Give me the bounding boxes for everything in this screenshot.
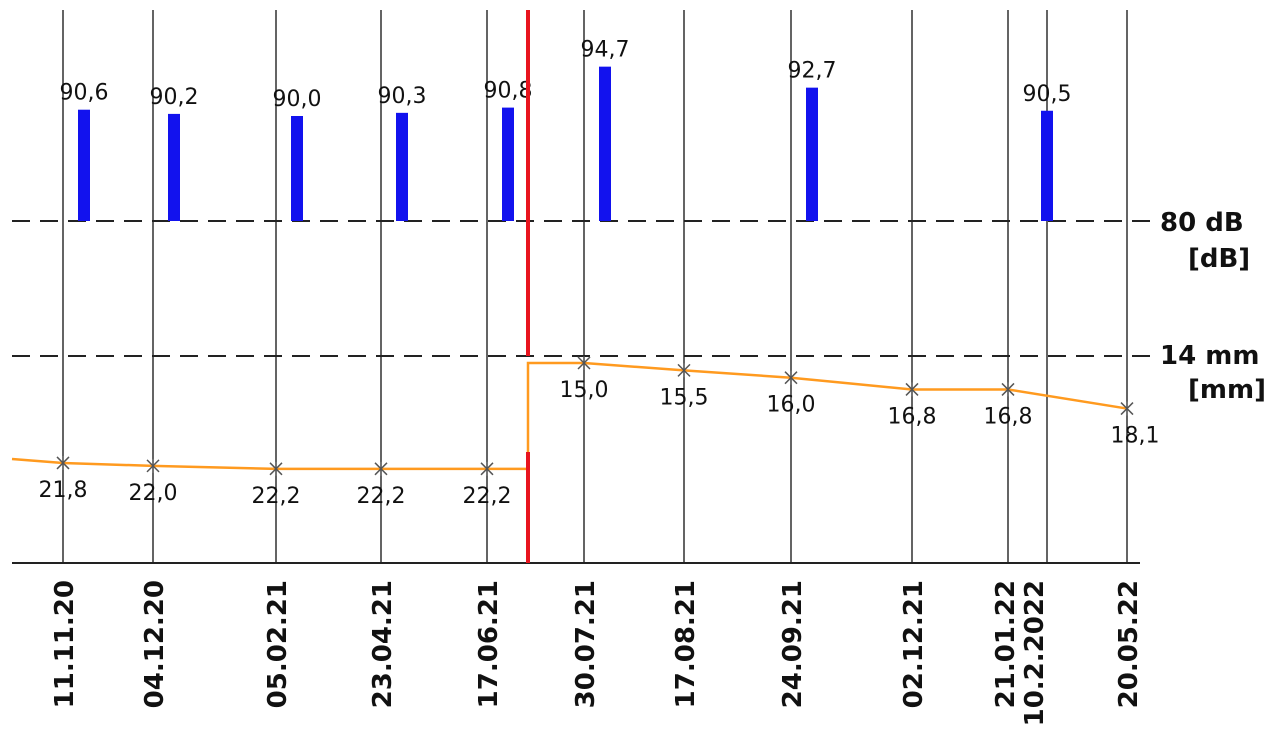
date-label: 17.06.21 — [474, 580, 504, 708]
date-label: 20.05.22 — [1114, 580, 1144, 708]
date-label: 04.12.20 — [140, 580, 170, 708]
data-labels: 90,6 90,2 90,0 90,3 90,8 94,7 92,7 90,5 21,8 22,0… — [39, 38, 1160, 509]
reference-unit-mm: [mm] — [1188, 375, 1266, 405]
bar — [291, 116, 303, 221]
line-value-label: 22,2 — [252, 484, 301, 509]
line-point — [269, 461, 283, 476]
line-point — [677, 363, 691, 378]
line-value-label: 22,2 — [357, 484, 406, 509]
reference-label-mm: 14 mm — [1160, 341, 1259, 371]
line-point — [374, 461, 388, 476]
date-label: 05.02.21 — [263, 580, 293, 708]
grid-layer — [62, 10, 1128, 563]
line-value-label: 22,2 — [463, 484, 512, 509]
line-point — [56, 455, 70, 470]
line-point — [1001, 382, 1015, 397]
line-value-label: 16,0 — [767, 393, 816, 418]
date-label: 23.04.21 — [368, 580, 398, 708]
line-point — [784, 370, 798, 385]
line-point — [146, 458, 160, 473]
line-value-label: 16,8 — [888, 404, 937, 429]
bar — [78, 109, 90, 221]
bar-value-label: 90,5 — [1023, 82, 1072, 107]
line-point — [905, 382, 919, 397]
bar-value-label: 90,0 — [273, 87, 322, 112]
bar — [1041, 110, 1053, 221]
line-path — [11, 361, 1128, 471]
line-point — [577, 356, 591, 370]
line-value-label: 22,0 — [129, 481, 178, 506]
date-label: 11.11.20 — [50, 580, 80, 708]
bar — [502, 107, 514, 221]
line-value-label: 16,8 — [984, 404, 1033, 429]
line-value-label: 18,1 — [1111, 424, 1160, 449]
bar-value-label: 90,3 — [378, 84, 427, 109]
bar-value-label: 90,2 — [150, 85, 199, 110]
bar-value-label: 90,6 — [60, 81, 109, 106]
date-label: 21.01.22 — [991, 580, 1021, 708]
date-label: 24.09.21 — [778, 580, 808, 708]
reference-unit-db: [dB] — [1188, 244, 1250, 274]
bar-value-label: 94,7 — [581, 38, 630, 63]
bar-series — [78, 66, 1053, 222]
bar — [806, 87, 818, 222]
x-axis-date-labels: 11.11.20 04.12.20 05.02.21 23.04.21 17.06.21… — [50, 580, 1144, 726]
reference-lines: 80 dB [dB] 14 mm [mm] — [12, 208, 1266, 405]
bar — [168, 113, 180, 221]
bar — [599, 66, 611, 222]
line-point — [1120, 401, 1134, 416]
line-value-label: 15,0 — [560, 378, 609, 403]
line-value-label: 15,5 — [660, 385, 709, 410]
line-point — [480, 461, 494, 476]
date-label: 17.08.21 — [671, 580, 701, 708]
bar-value-label: 90,8 — [484, 79, 533, 104]
date-label: 02.12.21 — [899, 580, 929, 708]
date-label: 30.07.21 — [571, 580, 601, 708]
line-value-label: 21,8 — [39, 478, 88, 503]
bar — [396, 112, 408, 221]
reference-label-db: 80 dB — [1160, 208, 1244, 238]
date-label: 10.2.2022 — [1020, 580, 1050, 726]
bar-value-label: 92,7 — [788, 59, 837, 84]
line-series — [11, 356, 1134, 476]
